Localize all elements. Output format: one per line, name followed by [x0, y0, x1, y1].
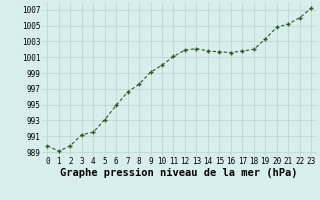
X-axis label: Graphe pression niveau de la mer (hPa): Graphe pression niveau de la mer (hPa): [60, 168, 298, 178]
